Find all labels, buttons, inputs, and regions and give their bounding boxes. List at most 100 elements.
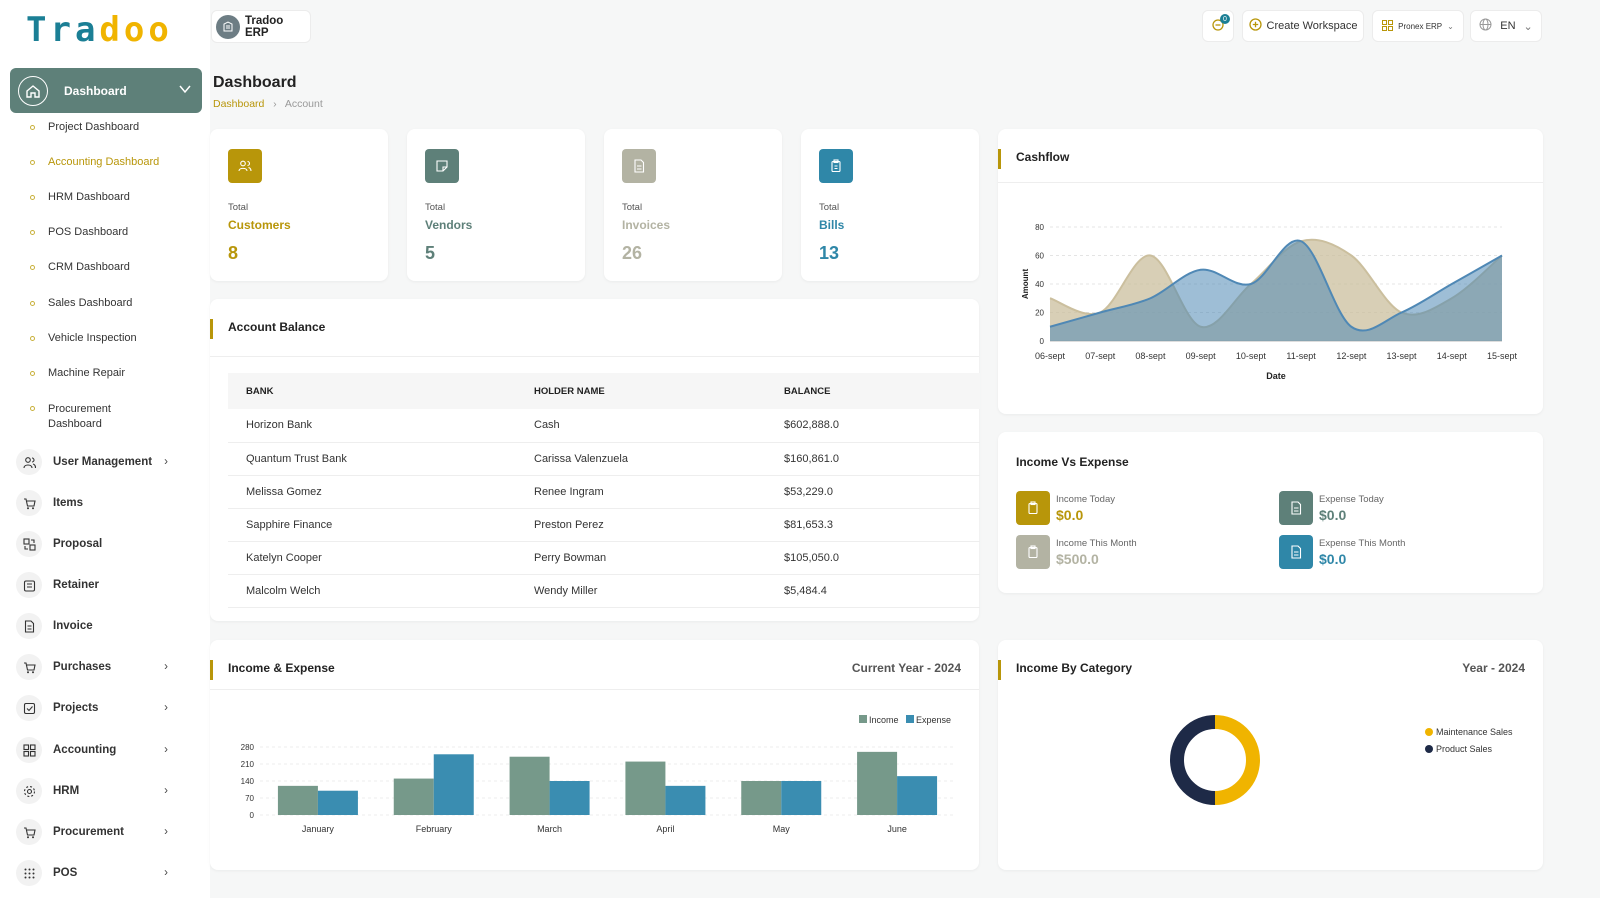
chevron-right-icon: › [164, 785, 168, 797]
bullet-icon [30, 371, 35, 376]
table-row[interactable]: Quantum Trust Bank Carissa Valenzuela $160… [228, 442, 980, 476]
sidebar-item-projects[interactable]: Projects › [16, 695, 176, 721]
metric-label: Expense Today [1319, 493, 1384, 505]
cell-balance: $602,888.0 [766, 409, 980, 443]
metric-value: $500.0 [1056, 550, 1099, 567]
document-icon [622, 149, 656, 183]
sidebar-subitem-hrm-dashboard[interactable]: HRM Dashboard [30, 191, 130, 203]
stat-card-bills[interactable]: Total Bills 13 [801, 129, 979, 281]
sidebar-item-hrm[interactable]: HRM › [16, 778, 176, 804]
bullet-icon [30, 125, 35, 130]
cell-holder: Wendy Miller [516, 574, 766, 608]
x-tick-label: February [416, 824, 453, 834]
sidebar-item-label: Items [53, 497, 84, 509]
column-header-balance[interactable]: BALANCE [766, 373, 980, 409]
sidebar-item-user-management[interactable]: User Management › [16, 449, 176, 475]
sidebar-item-label: Proposal [53, 538, 103, 550]
retainer-icon [16, 572, 42, 598]
sidebar-subitem-label: HRM Dashboard [48, 191, 130, 203]
metric-label: Expense This Month [1319, 537, 1406, 549]
x-tick-label: 13-sept [1387, 351, 1418, 361]
cashflow-chart: 0 20 40 60 80 06-sept 07-sept 08-sept 09-sept 10-… [1021, 223, 1518, 381]
table-row[interactable]: Malcolm Welch Wendy Miller $5,484.4 [228, 574, 980, 608]
x-tick-label: 15-sept [1487, 351, 1518, 361]
clipboard-icon [819, 149, 853, 183]
table-row[interactable]: Horizon Bank Cash $602,888.0 [228, 409, 980, 443]
language-select[interactable]: EN ⌄ [1470, 10, 1542, 42]
x-tick-label: 14-sept [1437, 351, 1468, 361]
sidebar-item-accounting[interactable]: Accounting › [16, 737, 176, 763]
breadcrumb: Dashboard › Account [213, 98, 323, 110]
sidebar: Tradoo Dashboard Project Dashboard Accou… [0, 0, 210, 898]
table-row[interactable]: Katelyn Cooper Perry Bowman $105,050.0 [228, 541, 980, 575]
document-icon [1279, 535, 1313, 569]
metric-value: $0.0 [1319, 550, 1347, 567]
sidebar-subitem-pos-dashboard[interactable]: POS Dashboard [30, 226, 128, 238]
table-row[interactable]: Sapphire Finance Preston Perez $81,653.3 [228, 508, 980, 542]
chevron-right-icon: › [164, 456, 168, 468]
sidebar-subitem-machine-repair[interactable]: Machine Repair [30, 367, 125, 379]
sidebar-item-items[interactable]: Items [16, 490, 176, 516]
logo[interactable]: Tradoo [26, 10, 173, 50]
sidebar-item-procurement[interactable]: Procurement › [16, 819, 176, 845]
sidebar-item-invoice[interactable]: Invoice [16, 613, 176, 639]
stat-caption: Total [228, 202, 249, 213]
stat-caption: Total [819, 202, 840, 213]
sidebar-subitem-label: CRM Dashboard [48, 261, 130, 273]
x-tick-label: 11-sept [1286, 351, 1316, 361]
building-icon [216, 14, 240, 39]
y-tick-label: 280 [241, 743, 255, 752]
donut-slice-product-sales [1170, 715, 1216, 805]
stat-name: Vendors [425, 218, 473, 232]
sidebar-item-purchases[interactable]: Purchases › [16, 654, 176, 680]
sidebar-subitem-sales-dashboard[interactable]: Sales Dashboard [30, 297, 132, 309]
x-tick-label: 09-sept [1186, 351, 1217, 361]
sidebar-item-label: POS [53, 867, 78, 879]
column-header-bank[interactable]: BANK [228, 373, 516, 409]
brand-switcher[interactable]: Tradoo ERP [211, 10, 311, 43]
series-line-2 [1049, 239, 1503, 332]
sidebar-item-retainer[interactable]: Retainer [16, 572, 176, 598]
notifications-button[interactable]: 0 [1202, 10, 1234, 42]
accent-bar [998, 149, 1001, 169]
document-icon [1279, 491, 1313, 525]
income-category-chart: Maintenance Sales Product Sales [1170, 715, 1513, 805]
cart-icon [16, 654, 42, 680]
chevron-right-icon: › [164, 867, 168, 879]
sidebar-item-label: User Management [53, 456, 153, 468]
stat-name: Bills [819, 218, 845, 232]
sidebar-subitem-accounting-dashboard[interactable]: Accounting Dashboard [30, 156, 159, 168]
sidebar-subitem-project-dashboard[interactable]: Project Dashboard [30, 121, 139, 133]
sidebar-subitem-vehicle-inspection[interactable]: Vehicle Inspection [30, 332, 137, 344]
x-tick-label: June [887, 824, 907, 834]
sidebar-subitem-crm-dashboard[interactable]: CRM Dashboard [30, 261, 130, 273]
create-workspace-button[interactable]: Create Workspace [1242, 10, 1364, 42]
sidebar-item-label: Invoice [53, 620, 93, 632]
cell-holder: Renee Ingram [516, 475, 766, 509]
breadcrumb-link[interactable]: Dashboard [213, 98, 265, 110]
users-icon [228, 149, 262, 183]
table-row[interactable]: Melissa Gomez Renee Ingram $53,229.0 [228, 475, 980, 509]
stat-value: 26 [622, 243, 643, 263]
account-balance-table: BANK HOLDER NAME BALANCE Horizon Bank Cas… [228, 373, 980, 608]
cell-holder: Perry Bowman [516, 541, 766, 575]
stat-caption: Total [622, 202, 643, 213]
stat-card-vendors[interactable]: Total Vendors 5 [407, 129, 585, 281]
sidebar-item-dashboard[interactable]: Dashboard [10, 68, 202, 113]
column-header-holder[interactable]: HOLDER NAME [516, 373, 766, 409]
stat-card-invoices[interactable]: Total Invoices 26 [604, 129, 782, 281]
users-icon [16, 449, 42, 475]
income-expense-card: Income & Expense Current Year - 2024 0 70… [210, 640, 979, 870]
stat-card-customers[interactable]: Total Customers 8 [210, 129, 388, 281]
stat-value: 13 [819, 243, 840, 263]
chevron-right-icon: › [164, 744, 168, 756]
sidebar-subitem-procurement-dashboard[interactable]: Procurement Dashboard [30, 402, 140, 432]
proposal-icon [16, 531, 42, 557]
legend-swatch [1425, 745, 1433, 753]
y-tick-label: 0 [1040, 337, 1045, 346]
workspace-select[interactable]: Pronex ERP ⌄ [1372, 10, 1464, 42]
sidebar-item-pos[interactable]: POS › [16, 860, 176, 886]
donut-slice-maintenance-sales [1214, 715, 1260, 805]
card-title: Cashflow [1016, 150, 1070, 164]
sidebar-item-proposal[interactable]: Proposal [16, 531, 176, 557]
